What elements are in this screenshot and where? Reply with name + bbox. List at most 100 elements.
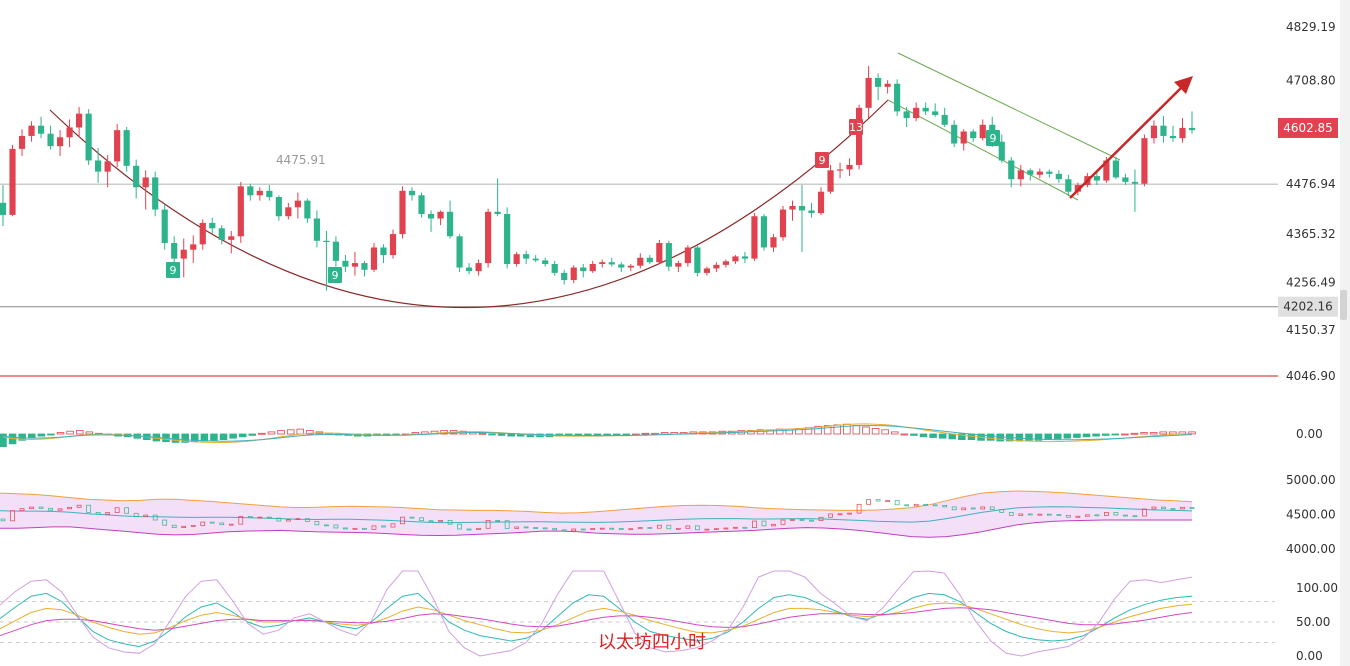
td-marker-label: 13 (849, 121, 863, 134)
macd-bar (603, 433, 611, 436)
candle-body (1112, 160, 1119, 178)
candle-body (1093, 176, 1100, 181)
bollinger-candle (980, 506, 986, 510)
candle-body (9, 148, 16, 215)
bollinger-candle (209, 521, 215, 524)
bollinger-candle (1151, 506, 1157, 510)
bollinger-candle (247, 516, 253, 519)
candle-body (313, 218, 320, 241)
kdj-j-line (0, 607, 1193, 637)
bollinger-candle (552, 528, 558, 531)
bollinger-lower (0, 519, 1192, 538)
candle-body (190, 244, 197, 250)
macd-bar (843, 423, 851, 435)
candle-body (104, 161, 111, 172)
candle-body (228, 236, 235, 240)
candle-body (779, 209, 787, 238)
bollinger-candle (951, 506, 957, 511)
candle-body (437, 211, 444, 219)
macd-bar (248, 433, 257, 436)
bollinger-candle (1018, 513, 1024, 516)
macd-bar (1188, 431, 1196, 435)
macd-bar (919, 433, 928, 438)
macd-bar (1063, 433, 1072, 439)
bollinger-candle (932, 504, 938, 507)
macd-bar (1082, 433, 1091, 438)
macd-bar (75, 430, 84, 435)
bollinger-candle (1065, 514, 1071, 518)
candle-body (133, 165, 140, 188)
kdj-tick-label: 100.00 (1296, 581, 1338, 595)
bollinger-candle (856, 503, 862, 514)
bollinger-candle (723, 527, 729, 530)
candle-body (161, 209, 168, 244)
vertical-scrollbar[interactable] (1340, 0, 1350, 666)
candle-body (827, 170, 834, 192)
channel-lower-line (887, 99, 1079, 201)
macd-bar (219, 433, 228, 440)
bollinger-candle (780, 519, 786, 525)
candle-body (171, 243, 178, 259)
candle-body (1008, 160, 1015, 180)
bollinger-candle (190, 525, 196, 527)
candle-body (513, 254, 520, 264)
arrow-head (1174, 76, 1193, 94)
bollinger-candle (95, 512, 101, 515)
candle-body (627, 265, 634, 268)
candle-body (608, 262, 615, 265)
candle-body (28, 125, 35, 136)
macd-bar (871, 427, 880, 435)
macd-bar (277, 430, 285, 435)
bollinger-candle (0, 518, 6, 522)
bollinger-candle (676, 527, 681, 530)
candle-body (1141, 138, 1148, 184)
candle-body (152, 177, 159, 210)
bollinger-candle (1008, 512, 1014, 516)
bollinger-candle (29, 506, 34, 509)
candle-body (656, 243, 663, 263)
bollinger-candle (476, 527, 481, 530)
bollinger-candle (276, 517, 282, 522)
candle-body (760, 216, 768, 248)
candle-body (1122, 177, 1129, 182)
candle-body (865, 77, 872, 108)
candle-body (1160, 125, 1167, 136)
price-tick-label: 4256.49 (1286, 275, 1336, 289)
bollinger-candle (228, 523, 234, 526)
bollinger-candle (628, 528, 634, 531)
candle-body (199, 222, 206, 245)
candle-body (456, 236, 463, 268)
bollinger-candle (647, 527, 653, 529)
bollinger-candle (542, 527, 548, 530)
bollinger-candle (152, 514, 158, 521)
bollinger-tick-label: 4500.00 (1286, 508, 1336, 522)
bollinger-candle (238, 516, 244, 525)
bollinger-candle (828, 513, 833, 518)
candle-body (846, 164, 853, 170)
scrollbar-thumb[interactable] (1340, 290, 1347, 320)
candle-body (475, 263, 482, 272)
bollinger-candle (352, 527, 358, 530)
macd-bar (1054, 433, 1062, 440)
candle-body (370, 247, 378, 270)
candle-body (1046, 171, 1053, 174)
macd-bar (1159, 431, 1167, 435)
bollinger-candle (523, 526, 529, 529)
signal-line (2, 425, 1193, 442)
macd-bar (852, 425, 861, 435)
bollinger-candle (485, 520, 491, 529)
bollinger-candle (105, 512, 110, 515)
macd-bar (1015, 433, 1024, 442)
candle-body (304, 200, 311, 219)
candle-body (960, 131, 967, 144)
candle-body (532, 258, 539, 261)
candle-body (237, 186, 244, 237)
macd-bar (66, 430, 74, 435)
bollinger-candle (38, 506, 44, 509)
bollinger-candle (1113, 512, 1119, 516)
macd-bar (0, 433, 7, 448)
candle-body (884, 83, 891, 87)
candle-body (722, 261, 730, 265)
candle-body (551, 263, 558, 273)
bollinger-candle (76, 504, 82, 508)
